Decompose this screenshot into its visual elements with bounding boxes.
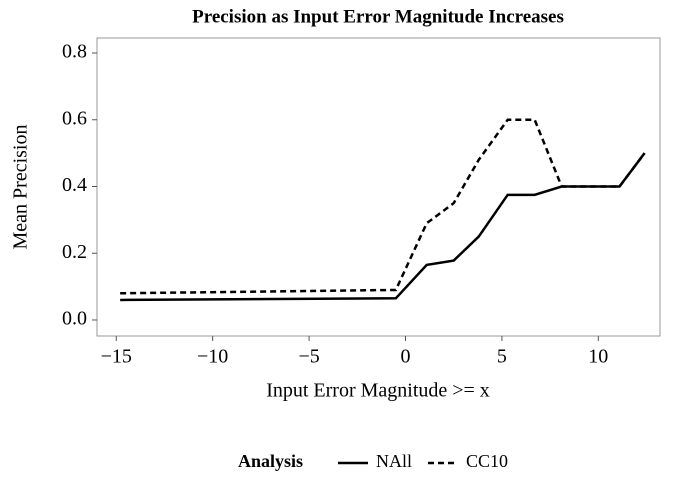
x-tick-label: −10 bbox=[197, 346, 228, 368]
line-series bbox=[120, 118, 646, 295]
x-tick-label: −5 bbox=[298, 346, 319, 368]
x-tick-label: 0 bbox=[400, 346, 410, 368]
y-tick-label: 0.0 bbox=[62, 308, 87, 330]
legend-label: CC10 bbox=[466, 451, 508, 471]
y-tick-label: 0.8 bbox=[62, 41, 87, 63]
legend-label: NAll bbox=[376, 451, 412, 471]
y-tick-label: 0.6 bbox=[62, 107, 87, 129]
line-series bbox=[120, 152, 646, 302]
x-axis-label: Input Error Magnitude >= x bbox=[266, 380, 490, 402]
y-axis-label: Mean Precision bbox=[10, 125, 32, 250]
legend-title: Analysis bbox=[238, 451, 303, 471]
chart-title: Precision as Input Error Magnitude Incre… bbox=[192, 6, 564, 27]
plot-frame bbox=[96, 37, 661, 337]
x-tick-label: 5 bbox=[497, 346, 507, 368]
y-tick-label: 0.2 bbox=[62, 241, 87, 263]
y-tick-label: 0.4 bbox=[62, 174, 87, 196]
x-tick-label: 10 bbox=[588, 346, 608, 368]
x-tick-label: −15 bbox=[101, 346, 132, 368]
